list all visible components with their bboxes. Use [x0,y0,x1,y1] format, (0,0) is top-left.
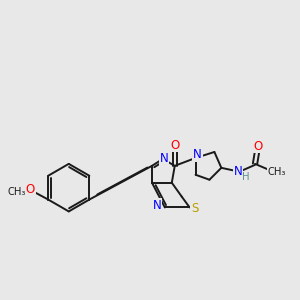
Text: O: O [26,183,35,196]
Text: N: N [153,199,161,212]
Text: CH₃: CH₃ [268,167,286,177]
Text: O: O [254,140,262,152]
Text: N: N [234,165,243,178]
Text: N: N [160,152,168,165]
Text: N: N [193,148,202,161]
Text: S: S [191,202,198,215]
Text: H: H [242,172,250,182]
Text: CH₃: CH₃ [7,187,26,196]
Text: O: O [170,139,179,152]
